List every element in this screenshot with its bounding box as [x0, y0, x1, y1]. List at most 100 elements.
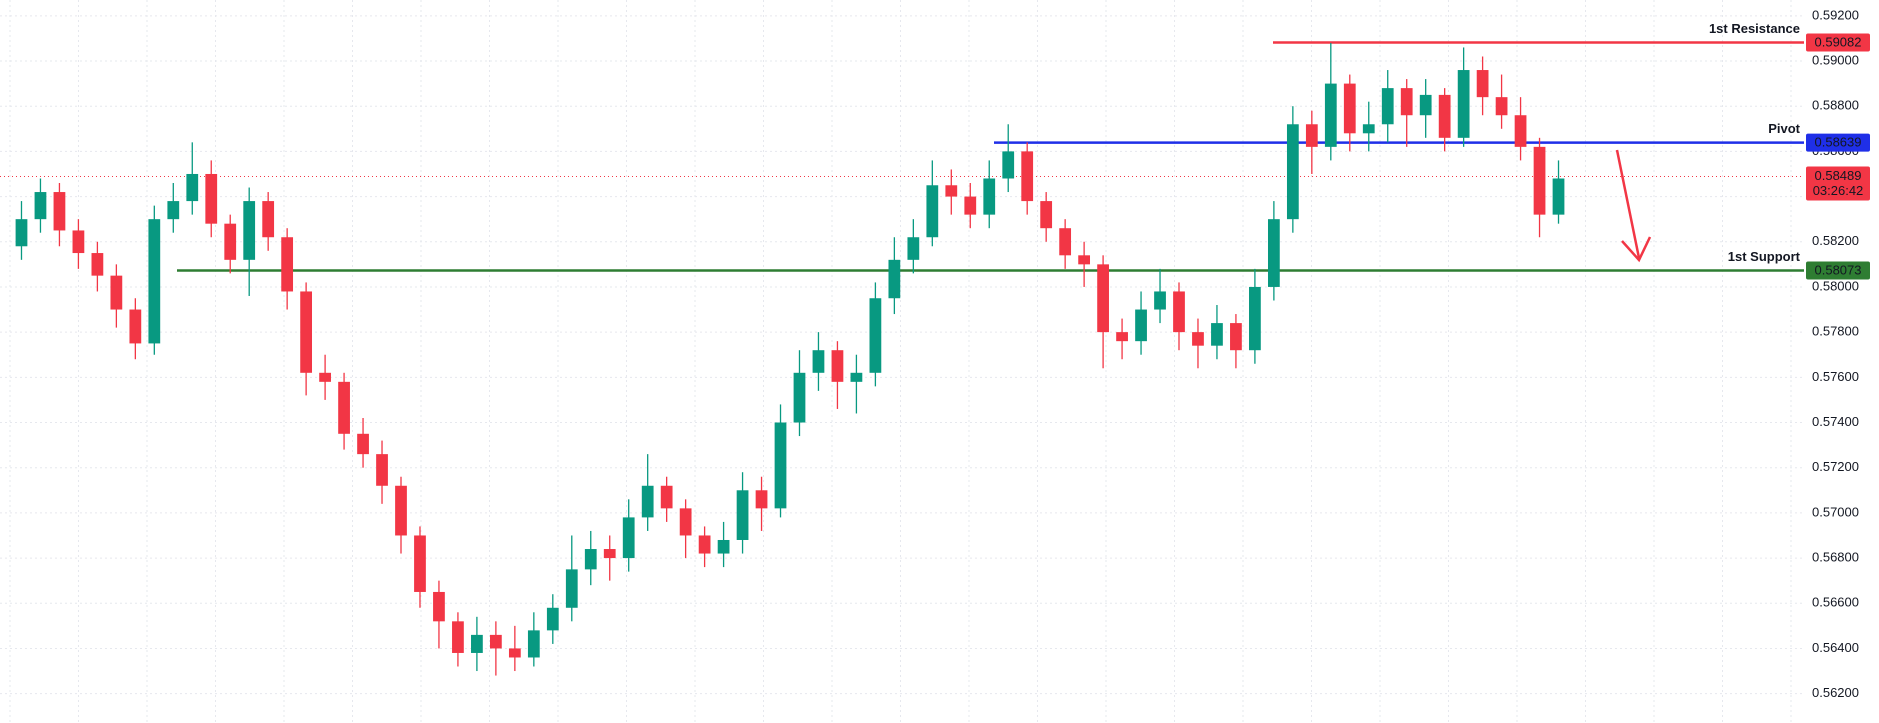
candle-body — [1438, 94, 1451, 138]
candle-body — [452, 621, 464, 653]
candles — [15, 42, 1565, 676]
candle-body — [129, 309, 142, 344]
candle-body — [357, 433, 369, 455]
candle-body — [489, 634, 502, 649]
candle-body — [1135, 309, 1147, 342]
candle-body — [508, 648, 521, 658]
y-tick-label: 0.57400 — [1812, 414, 1859, 429]
candle-body — [338, 381, 350, 434]
candle-body — [376, 454, 388, 486]
candle-body — [888, 259, 901, 299]
candle-body — [831, 350, 844, 382]
candle-body — [546, 607, 559, 631]
candle-body — [395, 485, 407, 536]
forecast-arrow — [1615, 149, 1652, 263]
candle-body — [869, 298, 882, 373]
y-tick-label: 0.57000 — [1812, 504, 1859, 519]
candle-body — [1230, 323, 1242, 351]
candle-body — [34, 192, 47, 220]
grid — [0, 0, 1804, 723]
y-tick-label: 0.56200 — [1812, 685, 1859, 700]
axis-labels: 0.56200 0.56400 0.56600 0.56800 0.57000 0.572… — [1806, 7, 1870, 700]
y-tick-label: 0.57800 — [1812, 324, 1859, 339]
candle-body — [148, 219, 161, 344]
candle-body — [926, 185, 939, 238]
candle-body — [1002, 151, 1015, 179]
level-name: 1st Support — [1728, 249, 1801, 264]
candle-body — [1552, 178, 1565, 215]
y-tick-label: 0.58000 — [1812, 278, 1859, 293]
candle-body — [243, 201, 256, 260]
candle-body — [565, 569, 578, 608]
y-tick-label: 0.57200 — [1812, 459, 1859, 474]
y-tick-label: 0.57600 — [1812, 369, 1859, 384]
candle-body — [1059, 228, 1072, 256]
candle-body — [1343, 83, 1356, 134]
candle-body — [527, 630, 540, 658]
candle-body — [1040, 201, 1053, 229]
candle-body — [53, 192, 66, 231]
candle-body — [433, 591, 445, 622]
candle-body — [983, 178, 996, 215]
candle-body — [300, 291, 313, 373]
candle-body — [1362, 124, 1375, 134]
candle-body — [186, 173, 199, 202]
candle-body — [812, 350, 825, 373]
candle-body — [584, 549, 597, 570]
candle-body — [603, 549, 616, 559]
candle-body — [471, 634, 483, 653]
candle-body — [717, 539, 730, 554]
y-tick-label: 0.56400 — [1812, 640, 1859, 655]
price-box-label: 0.58073 — [1815, 262, 1862, 277]
candle-body — [1495, 97, 1508, 116]
candle-body — [1267, 219, 1280, 287]
last-price-box — [1806, 166, 1870, 201]
candle-body — [1211, 323, 1223, 346]
candle-body — [91, 253, 104, 276]
candle-body — [1305, 124, 1318, 147]
y-tick-label: 0.59000 — [1812, 52, 1859, 67]
y-tick-label: 0.56800 — [1812, 550, 1859, 565]
candle-body — [907, 237, 920, 260]
candle-body — [964, 196, 977, 215]
candle-body — [1400, 88, 1413, 116]
candle-body — [1021, 151, 1034, 202]
candle-body — [72, 230, 85, 254]
candle-body — [1192, 332, 1204, 346]
candle-body — [679, 508, 692, 536]
last-price-label: 0.58489 — [1815, 168, 1862, 183]
candle-body — [660, 485, 673, 509]
y-tick-label: 0.58200 — [1812, 233, 1859, 248]
price-box-label: 0.59082 — [1815, 34, 1862, 49]
candle-body — [414, 535, 426, 592]
candle-body — [850, 372, 863, 382]
price-box — [1806, 261, 1870, 280]
candle-body — [622, 517, 635, 559]
candle-body — [110, 275, 123, 310]
candle-body — [1419, 94, 1432, 116]
level-name: 1st Resistance — [1709, 21, 1800, 36]
price-box-label: 0.58639 — [1815, 135, 1862, 150]
candle-body — [793, 372, 806, 423]
candle-body — [1514, 115, 1527, 147]
candle-body — [281, 237, 294, 292]
candle-body — [1097, 264, 1109, 333]
candle-body — [1381, 88, 1394, 125]
candle-body — [945, 185, 958, 197]
price-axis — [1804, 0, 1879, 723]
levels: 1st Resistance Pivot 1st Support — [0, 21, 1804, 272]
candle-body — [1078, 255, 1091, 265]
level-name: Pivot — [1768, 121, 1800, 136]
candle-body — [1286, 124, 1299, 220]
price-box — [1806, 33, 1870, 52]
candle-body — [641, 485, 654, 518]
candle-body — [262, 201, 275, 238]
candle-body — [1249, 286, 1261, 351]
candle-body — [1476, 70, 1489, 98]
candle-body — [698, 535, 711, 554]
candle-body — [1154, 291, 1166, 310]
arrow-head — [1621, 236, 1652, 263]
candle-body — [1533, 146, 1546, 215]
